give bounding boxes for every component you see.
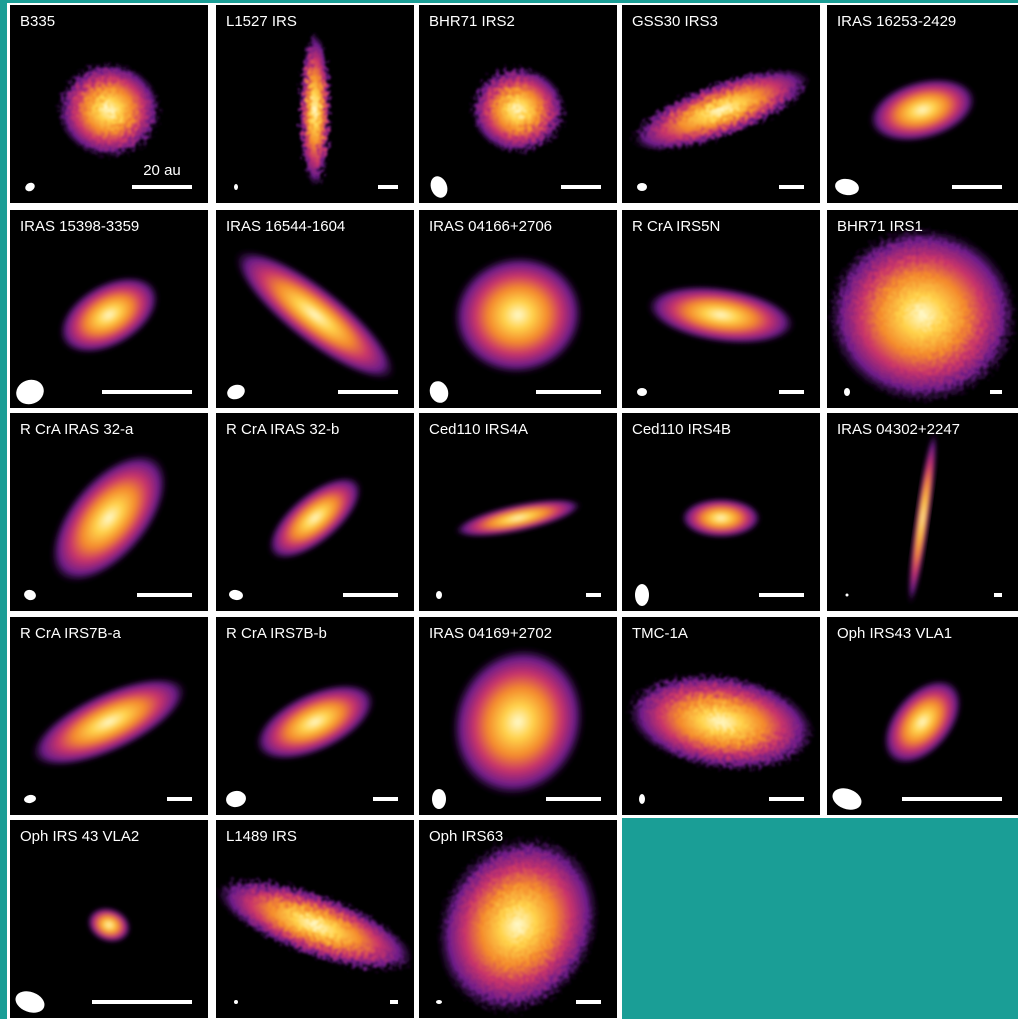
scale-bar xyxy=(338,390,398,394)
panel-label: L1527 IRS xyxy=(226,13,297,30)
panel-label: GSS30 IRS3 xyxy=(632,13,718,30)
scale-bar xyxy=(137,593,192,597)
disk xyxy=(299,32,331,188)
beam xyxy=(635,584,649,606)
panel-label: IRAS 16544-1604 xyxy=(226,218,345,235)
disk-image xyxy=(299,32,331,188)
panel: BHR71 IRS1 xyxy=(827,210,1018,408)
scale-bar xyxy=(769,797,804,801)
scale-bar xyxy=(92,1000,192,1004)
beam xyxy=(846,594,849,597)
panel-label: BHR71 IRS2 xyxy=(429,13,515,30)
beam xyxy=(844,388,850,396)
panel: IRAS 04169+2702 xyxy=(419,617,617,816)
panel-label: Oph IRS63 xyxy=(429,828,503,845)
panel: BHR71 IRS2 xyxy=(419,5,617,203)
scale-bar xyxy=(546,797,601,801)
panel-label: TMC-1A xyxy=(632,625,688,642)
panel-label: Ced110 IRS4A xyxy=(429,421,528,438)
scale-bar xyxy=(343,593,398,597)
scale-bar xyxy=(373,797,398,801)
scale-bar xyxy=(536,390,601,394)
panel-label: R CrA IRS5N xyxy=(632,218,720,235)
panel-label: IRAS 04302+2247 xyxy=(837,421,960,438)
disk-image xyxy=(828,227,1018,403)
panel: Oph IRS 43 VLA2 xyxy=(10,820,208,1018)
panel: IRAS 04302+2247 xyxy=(827,413,1018,611)
disk xyxy=(828,227,1018,403)
panel-label: IRAS 16253-2429 xyxy=(837,13,956,30)
scale-label: 20 au xyxy=(143,162,181,179)
panel: R CrA IRS7B-a xyxy=(10,617,208,815)
panel-label: IRAS 15398-3359 xyxy=(20,218,139,235)
scale-bar xyxy=(132,185,192,189)
panel: L1489 IRS xyxy=(205,820,424,1018)
scale-bar xyxy=(779,390,804,394)
scale-bar xyxy=(779,185,804,189)
empty-area xyxy=(622,818,1018,1019)
panel: Oph IRS43 VLA1 xyxy=(827,617,1018,815)
beam xyxy=(234,1000,238,1004)
beam xyxy=(637,183,647,191)
panel-label: IRAS 04169+2702 xyxy=(429,625,552,642)
scale-bar xyxy=(586,593,601,597)
beam xyxy=(436,1000,442,1004)
disk-image xyxy=(681,498,761,538)
scale-bar xyxy=(167,797,192,801)
figure: B335 20 au L1527 IRS BHR71 IRS2 GSS30 IRS3 IR… xyxy=(0,0,1018,1019)
panel: Ced110 IRS4A xyxy=(419,413,617,611)
disk xyxy=(470,66,566,154)
disk xyxy=(681,498,761,538)
panel-label: Oph IRS43 VLA1 xyxy=(837,625,952,642)
panel: IRAS 16253-2429 xyxy=(827,5,1018,203)
panel: R CrA IRAS 32-a xyxy=(10,413,208,611)
scale-bar xyxy=(576,1000,601,1004)
beam xyxy=(436,591,442,599)
beam xyxy=(432,789,446,809)
scale-bar xyxy=(994,593,1002,597)
scale-bar xyxy=(561,185,601,189)
panel: Oph IRS63 xyxy=(404,806,631,1019)
panel: GSS30 IRS3 xyxy=(622,5,820,203)
beam xyxy=(637,388,647,396)
panel: B335 20 au xyxy=(10,5,208,203)
panel-label: R CrA IRAS 32-a xyxy=(20,421,134,438)
panel-label: B335 xyxy=(20,13,55,30)
scale-bar xyxy=(952,185,1002,189)
panel-label: R CrA IRS7B-a xyxy=(20,625,122,642)
disk-image xyxy=(57,62,161,158)
disk-image xyxy=(470,66,566,154)
beam xyxy=(639,794,645,804)
panel-label: IRAS 04166+2706 xyxy=(429,218,552,235)
panel: R CrA IRS7B-b xyxy=(216,617,414,815)
panel-label: Oph IRS 43 VLA2 xyxy=(20,828,139,845)
panel: IRAS 16544-1604 xyxy=(216,210,414,408)
panel: R CrA IRS5N xyxy=(622,210,820,408)
panel: IRAS 15398-3359 xyxy=(10,210,208,408)
panel: R CrA IRAS 32-b xyxy=(216,413,414,611)
scale-bar xyxy=(102,390,192,394)
disk xyxy=(57,62,161,158)
panel-label: BHR71 IRS1 xyxy=(837,218,923,235)
panel-label: R CrA IRAS 32-b xyxy=(226,421,339,438)
panel-label: L1489 IRS xyxy=(226,828,297,845)
scale-bar xyxy=(902,797,1002,801)
scale-bar xyxy=(378,185,398,189)
scale-bar xyxy=(759,593,804,597)
panel: Ced110 IRS4B xyxy=(622,413,820,611)
panel: IRAS 04166+2706 xyxy=(419,210,617,408)
panel: L1527 IRS xyxy=(216,5,414,203)
scale-bar xyxy=(990,390,1002,394)
panel-label: Ced110 IRS4B xyxy=(632,421,731,438)
panel-label: R CrA IRS7B-b xyxy=(226,625,327,642)
beam xyxy=(234,184,238,190)
page: B335 20 au L1527 IRS BHR71 IRS2 GSS30 IRS3 IR… xyxy=(0,0,1018,1019)
scale-bar xyxy=(390,1000,398,1004)
panel: TMC-1A xyxy=(620,617,822,815)
